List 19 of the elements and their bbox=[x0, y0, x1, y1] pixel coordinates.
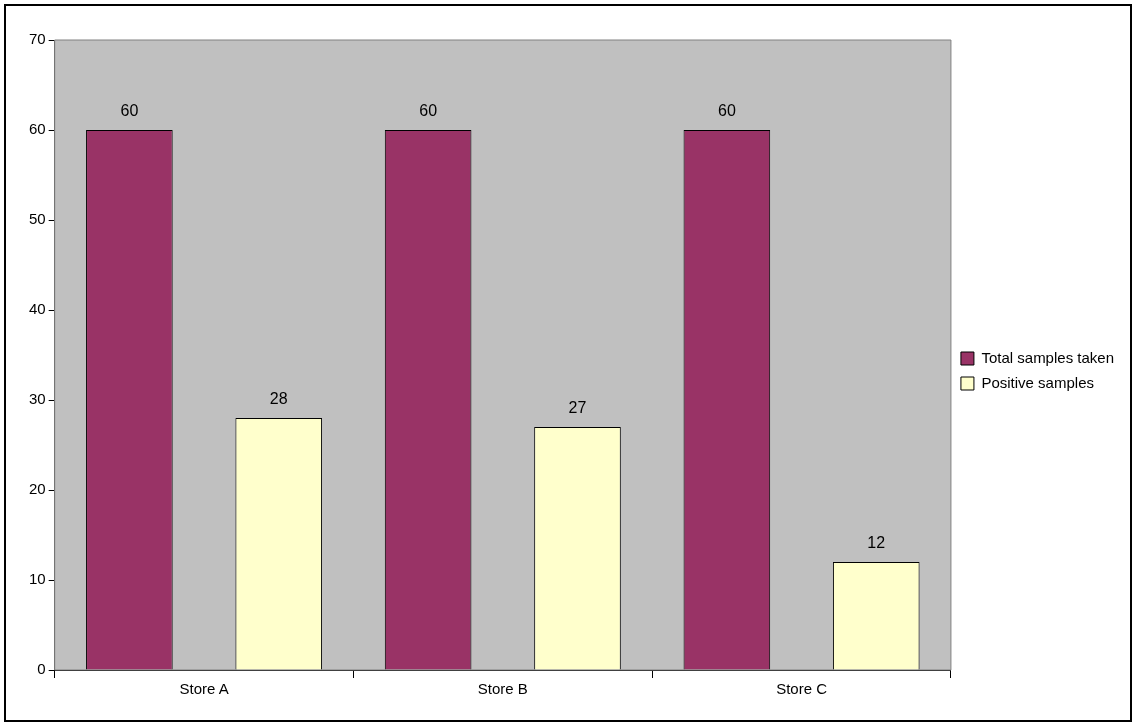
y-tick-label: 40 bbox=[29, 300, 46, 318]
y-tick-label: 60 bbox=[29, 120, 46, 138]
data-label: 60 bbox=[419, 102, 438, 120]
data-label: 27 bbox=[568, 399, 587, 417]
y-tick-label: 30 bbox=[29, 390, 46, 408]
x-tick-label: Store B bbox=[477, 680, 528, 698]
data-label: 60 bbox=[120, 102, 139, 120]
legend-label: Total samples taken bbox=[981, 348, 1115, 366]
x-tick-label: Store C bbox=[776, 680, 828, 698]
legend-label: Positive samples bbox=[981, 373, 1094, 391]
y-tick-label: 10 bbox=[29, 570, 46, 588]
data-label: 28 bbox=[269, 390, 288, 408]
y-tick-label: 70 bbox=[29, 30, 46, 48]
data-label: 60 bbox=[717, 102, 736, 120]
x-tick-label: Store A bbox=[179, 680, 229, 698]
y-tick-label: 20 bbox=[29, 480, 46, 498]
y-tick-label: 0 bbox=[37, 660, 46, 678]
data-label: 12 bbox=[867, 534, 886, 552]
y-tick-label: 50 bbox=[29, 210, 46, 228]
